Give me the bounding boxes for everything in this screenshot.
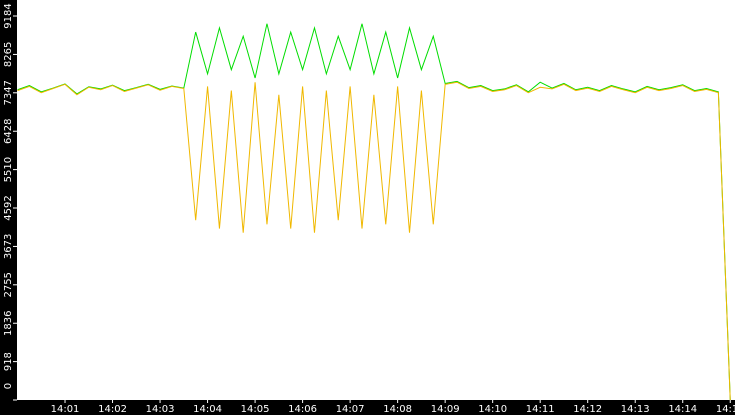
y-tick-label: 4592 [3,195,14,220]
x-tick-label: 14:04 [193,404,222,415]
x-tick-label: 14:09 [431,404,460,415]
x-tick-label: 14:12 [573,404,602,415]
x-tick-label: 14:08 [383,404,412,415]
y-tick-label: 2755 [3,272,14,297]
y-tick-label: 8265 [3,42,14,67]
series-line [17,23,731,401]
x-tick-label: 14:03 [146,404,175,415]
x-tick-label: 14:02 [98,404,127,415]
x-tick-label: 14:06 [288,404,317,415]
x-tick-label: 14:07 [336,404,365,415]
y-tick-label: 0 [3,383,14,389]
x-tick-label: 14:13 [621,404,650,415]
x-axis-strip [0,400,735,415]
x-tick-label: 14:11 [526,404,555,415]
y-tick-label: 1836 [3,311,14,336]
x-tick-label: 14:14 [668,404,697,415]
y-tick-label: 6428 [3,119,14,144]
x-tick-label: 14:05 [241,404,270,415]
y-tick-label: 3673 [3,234,14,259]
y-tick-label: 9184 [3,3,14,28]
y-tick-label: 918 [3,352,14,371]
x-tick-label: 14:10 [478,404,507,415]
y-tick-label: 7347 [3,80,14,105]
x-tick-label: 14:01 [51,404,80,415]
y-axis-strip [0,0,17,415]
y-tick-label: 5510 [3,157,14,182]
series-line [17,81,731,401]
x-tick-label: 14:15 [716,404,735,415]
